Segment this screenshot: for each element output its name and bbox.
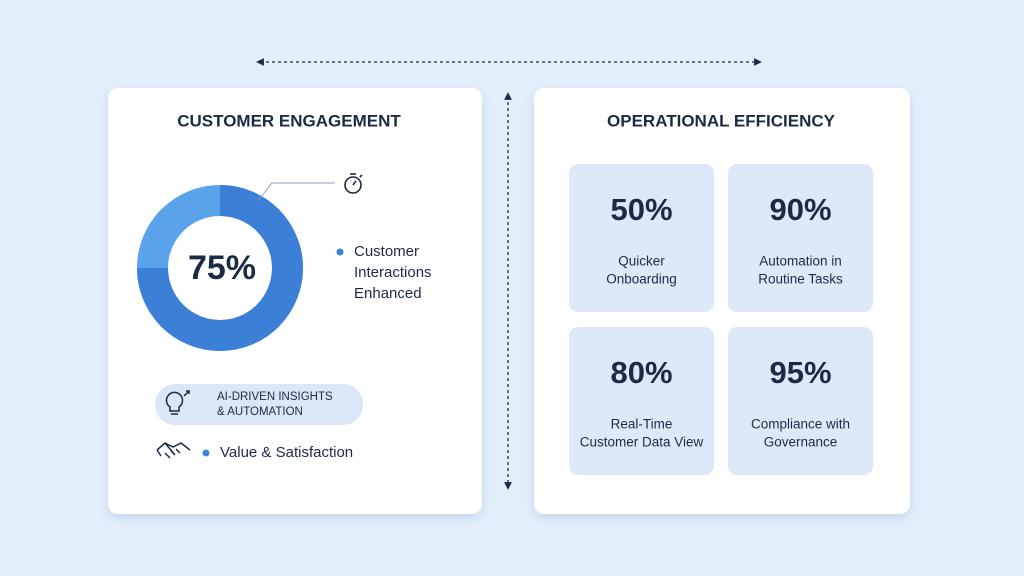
metric-value: 80% (610, 355, 672, 390)
lightbulb-icon (165, 390, 190, 415)
metric-label: Automation in (759, 254, 842, 269)
stopwatch-icon (344, 173, 363, 194)
metric-label: Governance (764, 435, 838, 450)
left-title: CUSTOMER ENGAGEMENT (177, 111, 401, 130)
metric-label: Onboarding (606, 272, 677, 287)
pill-line: AI-DRIVEN INSIGHTS (217, 391, 333, 403)
pill (155, 384, 363, 425)
caption-line: Interactions (354, 264, 432, 281)
leader-line (257, 182, 335, 202)
metric-tile (569, 327, 714, 475)
donut-label: 75% (188, 249, 256, 287)
metric-label: Routine Tasks (758, 272, 843, 287)
metric-value: 50% (610, 192, 672, 227)
bullet (202, 449, 210, 457)
metric-label: Real-Time (611, 417, 673, 432)
caption-line: Customer (354, 243, 419, 260)
pill-line: & AUTOMATION (217, 406, 303, 418)
metric-label: Quicker (618, 254, 665, 269)
metric-label: Compliance with (751, 417, 850, 432)
caption-line: Enhanced (354, 285, 422, 302)
metric-tile (728, 327, 873, 475)
donut-arc (137, 185, 303, 351)
handshake-icon (156, 442, 191, 459)
metric-label: Customer Data View (580, 435, 704, 450)
footer-text: Value & Satisfaction (220, 444, 353, 461)
right-title: OPERATIONAL EFFICIENCY (607, 111, 836, 130)
metric-tile (728, 164, 873, 312)
bullet (336, 248, 344, 256)
metric-value: 90% (769, 192, 831, 227)
metric-value: 95% (769, 355, 831, 390)
metric-tile (569, 164, 714, 312)
